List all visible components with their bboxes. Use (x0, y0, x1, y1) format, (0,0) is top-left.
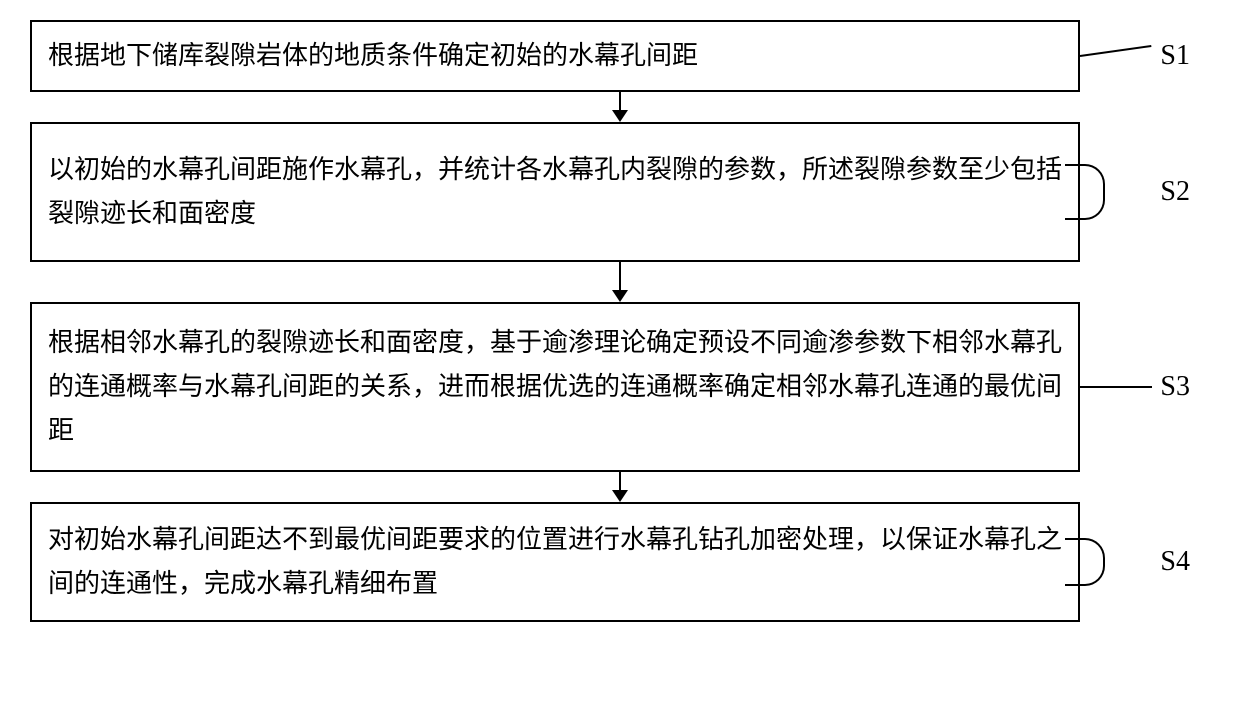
connector-s1 (1080, 45, 1152, 57)
step-text-s2: 以初始的水幕孔间距施作水幕孔，并统计各水幕孔内裂隙的参数，所述裂隙参数至少包括裂… (48, 148, 1062, 236)
step-box-s2: 以初始的水幕孔间距施作水幕孔，并统计各水幕孔内裂隙的参数，所述裂隙参数至少包括裂… (30, 122, 1080, 262)
arrow-line-2 (619, 262, 621, 290)
arrow-line-3 (619, 472, 621, 490)
connector-s3 (1080, 386, 1152, 388)
arrow-line-1 (619, 92, 621, 110)
step-row-s3: 根据相邻水幕孔的裂隙迹长和面密度，基于逾渗理论确定预设不同逾渗参数下相邻水幕孔的… (30, 302, 1210, 472)
arrow-s2-s3 (95, 262, 1145, 302)
step-box-s4: 对初始水幕孔间距达不到最优间距要求的位置进行水幕孔钻孔加密处理，以保证水幕孔之间… (30, 502, 1080, 622)
step-label-s1: S1 (1160, 40, 1190, 72)
step-row-s4: 对初始水幕孔间距达不到最优间距要求的位置进行水幕孔钻孔加密处理，以保证水幕孔之间… (30, 502, 1210, 622)
step-label-s2: S2 (1160, 176, 1190, 208)
arrow-head-icon (612, 490, 628, 502)
step-text-s1: 根据地下储库裂隙岩体的地质条件确定初始的水幕孔间距 (48, 34, 698, 78)
step-row-s1: 根据地下储库裂隙岩体的地质条件确定初始的水幕孔间距 S1 (30, 20, 1210, 92)
arrow-head-icon (612, 290, 628, 302)
arrow-s1-s2 (95, 92, 1145, 122)
step-label-s4: S4 (1160, 546, 1190, 578)
flowchart-container: 根据地下储库裂隙岩体的地质条件确定初始的水幕孔间距 S1 以初始的水幕孔间距施作… (30, 20, 1210, 622)
arrow-head-icon (612, 110, 628, 122)
step-text-s4: 对初始水幕孔间距达不到最优间距要求的位置进行水幕孔钻孔加密处理，以保证水幕孔之间… (48, 518, 1062, 606)
step-box-s3: 根据相邻水幕孔的裂隙迹长和面密度，基于逾渗理论确定预设不同逾渗参数下相邻水幕孔的… (30, 302, 1080, 472)
step-text-s3: 根据相邻水幕孔的裂隙迹长和面密度，基于逾渗理论确定预设不同逾渗参数下相邻水幕孔的… (48, 321, 1062, 454)
step-label-s3: S3 (1160, 371, 1190, 403)
step-box-s1: 根据地下储库裂隙岩体的地质条件确定初始的水幕孔间距 (30, 20, 1080, 92)
step-row-s2: 以初始的水幕孔间距施作水幕孔，并统计各水幕孔内裂隙的参数，所述裂隙参数至少包括裂… (30, 122, 1210, 262)
arrow-s3-s4 (95, 472, 1145, 502)
connector-s2 (1065, 164, 1105, 220)
connector-s4 (1065, 538, 1105, 586)
